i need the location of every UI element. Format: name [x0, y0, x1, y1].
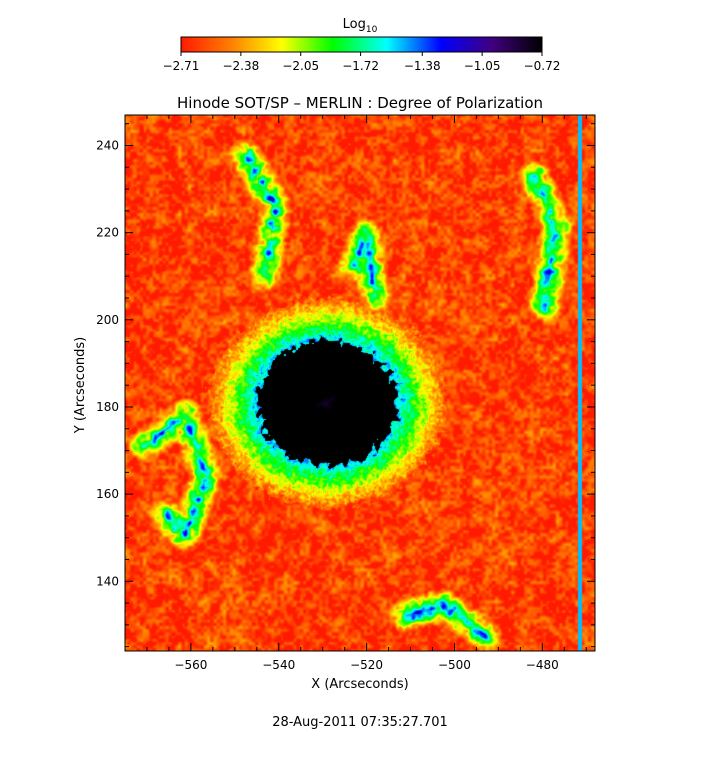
- colorbar: Log10 −2.71 −2.38 −2.05 −1.72 −1.38 −1.05 −0.7…: [163, 17, 561, 73]
- colorbar-tick-label: −0.72: [524, 59, 561, 73]
- y-tick-label: 240: [96, 139, 119, 153]
- colorbar-tick-label: −2.05: [282, 59, 319, 73]
- y-axis-label: Y (Arcseconds): [73, 337, 88, 434]
- y-tick-label: 200: [96, 313, 119, 327]
- colorbar-tick-label: −1.05: [464, 59, 501, 73]
- colorbar-tick-label: −2.38: [222, 59, 259, 73]
- y-tick-label: 140: [96, 574, 119, 588]
- x-tick-label: −500: [438, 658, 471, 672]
- heatmap-canvas: [125, 115, 595, 651]
- colorbar-tick-label: −2.71: [163, 59, 200, 73]
- y-tick-label: 160: [96, 487, 119, 501]
- x-axis: −560 −540 −520 −500 −480: [146, 115, 587, 672]
- colorbar-tick-label: −1.72: [342, 59, 379, 73]
- colorbar-label: Log10: [343, 17, 378, 35]
- chart-title: Hinode SOT/SP – MERLIN : Degree of Polar…: [177, 94, 543, 112]
- y-axis: 140 160 180 200 220 240: [96, 123, 595, 648]
- colorbar-ticks: −2.71 −2.38 −2.05 −1.72 −1.38 −1.05 −0.72: [163, 52, 561, 73]
- x-tick-label: −540: [262, 658, 295, 672]
- y-tick-label: 220: [96, 226, 119, 240]
- x-tick-label: −480: [526, 658, 559, 672]
- x-axis-label: X (Arcseconds): [311, 677, 408, 692]
- x-tick-label: −520: [350, 658, 383, 672]
- heatmap: [124, 114, 596, 652]
- colorbar-tick-label: −1.38: [404, 59, 441, 73]
- x-tick-label: −560: [174, 658, 207, 672]
- plot-frame: [124, 114, 596, 652]
- footer-timestamp: 28-Aug-2011 07:35:27.701: [272, 715, 448, 730]
- colorbar-gradient: [180, 36, 543, 53]
- y-tick-label: 180: [96, 400, 119, 414]
